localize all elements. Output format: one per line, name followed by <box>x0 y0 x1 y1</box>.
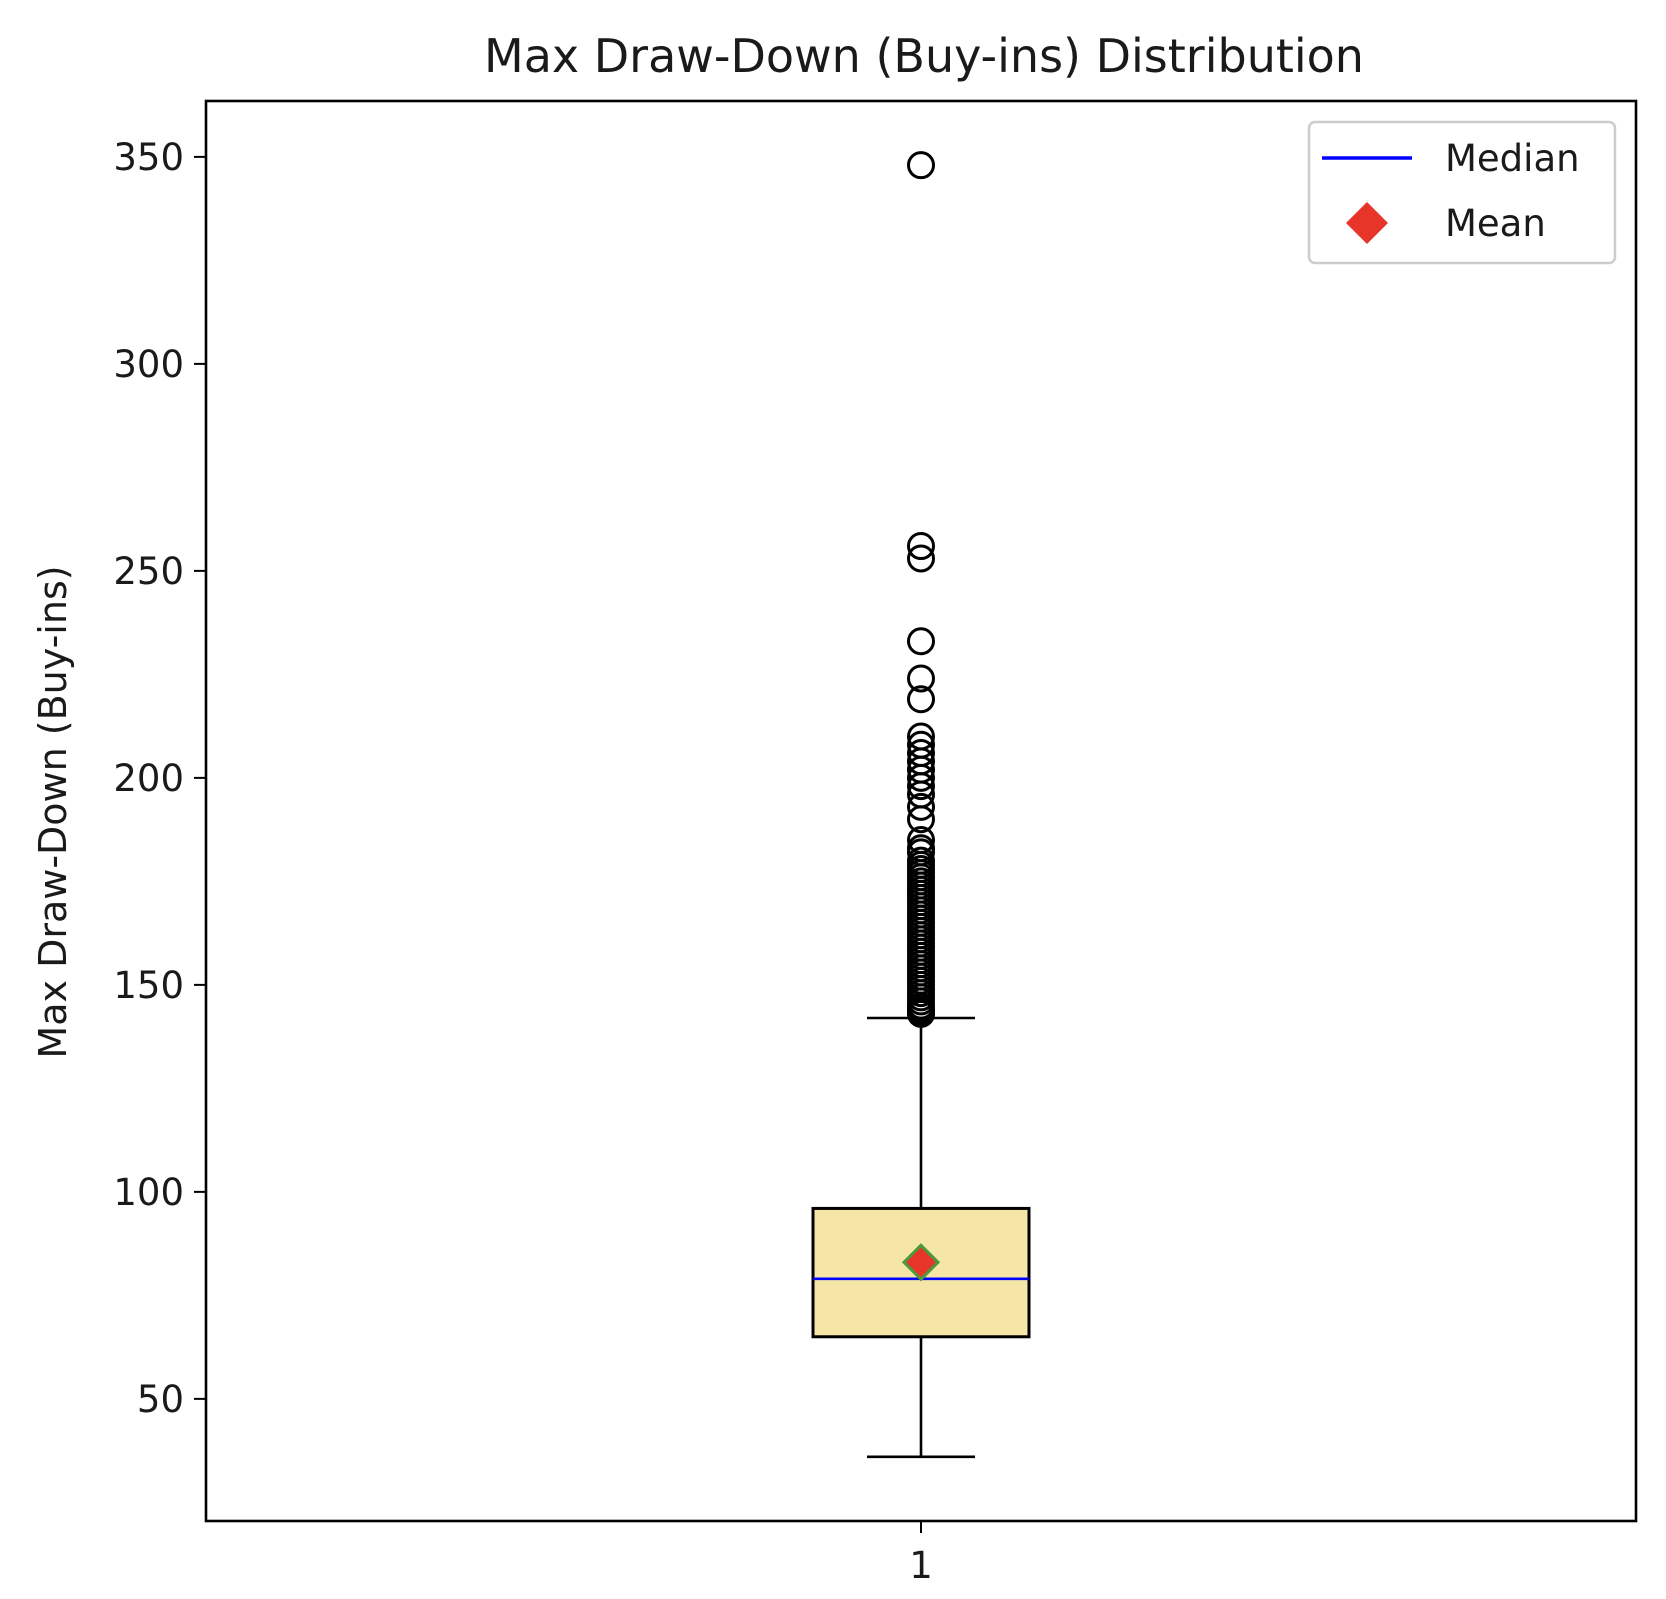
outlier-point <box>907 825 935 854</box>
outlier-point <box>907 739 935 768</box>
y-tick-label: 100 <box>113 1171 184 1214</box>
legend-mean-swatch <box>1346 202 1388 244</box>
chart-title: Max Draw-Down (Buy-ins) Distribution <box>484 29 1364 83</box>
y-tick-label: 200 <box>113 757 184 800</box>
y-axis-label: Max Draw-Down (Buy-ins) <box>31 565 75 1058</box>
legend-label: Median <box>1445 137 1580 180</box>
outlier-point <box>907 544 935 573</box>
y-tick-label: 250 <box>113 550 184 593</box>
y-tick-label: 150 <box>113 964 184 1007</box>
x-tick-label: 1 <box>909 1544 933 1587</box>
y-tick-label: 300 <box>113 343 184 386</box>
outlier-point <box>907 627 935 656</box>
outlier-point <box>907 664 935 693</box>
outlier-point <box>907 792 935 821</box>
outlier-point <box>907 685 935 714</box>
y-tick-label: 50 <box>137 1378 184 1421</box>
plot-frame <box>204 99 1638 1523</box>
mean-marker <box>901 1243 941 1282</box>
outlier-point <box>907 532 935 561</box>
legend-label: Mean <box>1445 202 1546 245</box>
outlier-point <box>907 151 935 180</box>
outlier-point <box>907 846 935 875</box>
outlier-point <box>907 730 935 759</box>
legend: Median Mean <box>1307 120 1617 265</box>
outlier-point <box>907 722 935 751</box>
plot-area: 50 100 150 200 250 300 350 1 <box>113 99 1638 1587</box>
y-tick-label: 350 <box>113 136 184 179</box>
outlier-point <box>907 834 935 863</box>
